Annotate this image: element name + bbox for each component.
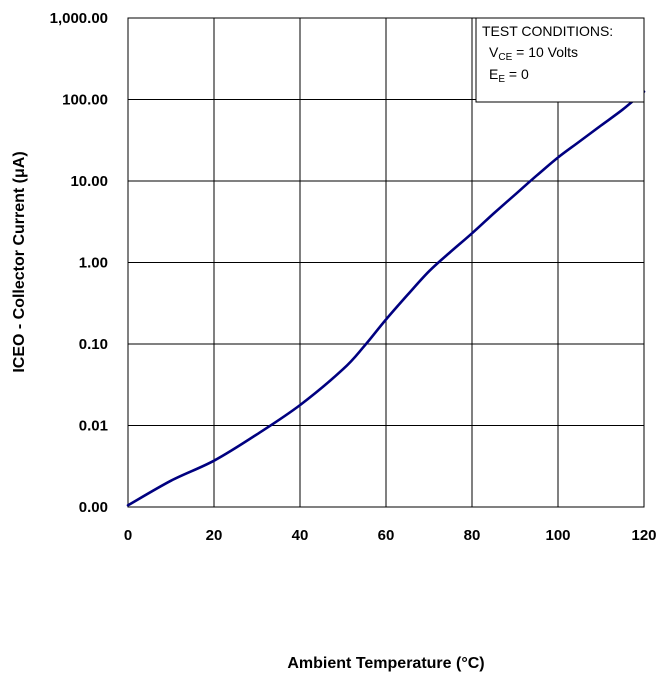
vce-subscript: CE bbox=[498, 52, 512, 63]
plot-area-border bbox=[127, 17, 645, 508]
x-tick-label: 100 bbox=[545, 527, 570, 544]
x-tick-label: 40 bbox=[292, 527, 309, 544]
y-tick-label: 0.00 bbox=[79, 499, 108, 516]
ee-subscript: E bbox=[498, 74, 505, 85]
x-tick-label: 0 bbox=[124, 527, 132, 544]
test-conditions-box: TEST CONDITIONS: VCE = 10 Volts EE = 0 bbox=[475, 17, 645, 103]
x-tick-label: 120 bbox=[631, 527, 656, 544]
y-tick-label: 0.01 bbox=[79, 418, 108, 435]
test-condition-vce: VCE = 10 Volts bbox=[489, 44, 578, 63]
test-conditions-frame bbox=[475, 17, 645, 103]
y-tick-label: 10.00 bbox=[70, 173, 108, 190]
test-condition-ee: EE = 0 bbox=[489, 66, 529, 85]
vce-symbol: V bbox=[489, 44, 499, 60]
y-tick-label: 1,000.00 bbox=[50, 10, 108, 27]
tick-labels: 0 20 40 60 80 100 120 0.00 0.01 0.10 1.00 10.00 100.… bbox=[50, 10, 657, 544]
x-tick-label: 60 bbox=[378, 527, 395, 544]
x-tick-label: 20 bbox=[206, 527, 223, 544]
y-tick-label: 0.10 bbox=[79, 336, 108, 353]
ee-value: = 0 bbox=[505, 66, 529, 82]
vce-value: = 10 Volts bbox=[512, 44, 578, 60]
ee-symbol: E bbox=[489, 66, 498, 82]
y-tick-label: 100.00 bbox=[62, 92, 108, 109]
x-tick-label: 80 bbox=[464, 527, 481, 544]
test-conditions-heading: TEST CONDITIONS: bbox=[482, 23, 613, 39]
y-axis-title: ICEO - Collector Current (μA) bbox=[11, 151, 28, 372]
x-axis-title: Ambient Temperature (°C) bbox=[287, 655, 484, 672]
y-tick-label: 1.00 bbox=[79, 255, 108, 272]
series-line bbox=[126, 90, 646, 507]
